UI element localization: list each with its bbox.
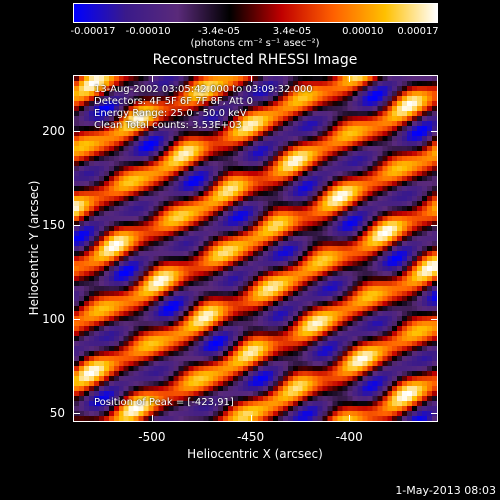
heatmap-image xyxy=(74,76,437,421)
y-tick-mark xyxy=(73,318,80,320)
y-tick-label: 200 xyxy=(42,124,65,139)
y-tick-mark xyxy=(73,412,80,414)
x-axis-label: Heliocentric X (arcsec) xyxy=(187,447,323,461)
x-tick-label: -400 xyxy=(335,430,363,444)
x-tick-mark xyxy=(250,415,252,422)
y-axis-label: Heliocentric Y (arcsec) xyxy=(27,180,41,316)
y-tick-label: 100 xyxy=(42,311,65,326)
colorbar xyxy=(73,3,438,23)
x-tick-mark xyxy=(250,75,252,82)
y-tick-label: 50 xyxy=(49,405,65,420)
x-tick-mark xyxy=(349,415,351,422)
y-tick-mark xyxy=(73,225,80,227)
y-tick-mark xyxy=(431,412,438,414)
x-tick-label: -500 xyxy=(138,430,166,444)
colorbar-unit: (photons cm⁻² s⁻¹ asec⁻²) xyxy=(190,38,320,49)
annotation-time: 13-Aug-2002 03:05:42.000 to 03:09:32.000 xyxy=(94,84,313,95)
colorbar-tick-label: -3.4e-05 xyxy=(198,26,240,37)
x-tick-label: -450 xyxy=(236,430,265,444)
colorbar-tick-label: 0.00017 xyxy=(397,26,439,37)
annotation-detectors: Detectors: 4F 5F 6F 7F 8F, Att 0 xyxy=(94,96,254,107)
plot-title: Reconstructed RHESSI Image xyxy=(152,52,358,68)
y-tick-mark xyxy=(431,131,438,133)
colorbar-tick-label: -0.00010 xyxy=(125,26,171,37)
annotation-peak: Position of Peak = [-423,91] xyxy=(94,397,234,408)
colorbar-tick-label: -0.00017 xyxy=(70,26,116,37)
y-tick-mark xyxy=(431,225,438,227)
timestamp-footer: 1-May-2013 08:03 xyxy=(395,484,496,497)
x-tick-mark xyxy=(349,75,351,82)
image-plot xyxy=(73,75,438,422)
colorbar-tick-label: 3.4e-05 xyxy=(272,26,312,37)
y-tick-mark xyxy=(431,318,438,320)
y-tick-mark xyxy=(73,131,80,133)
annotation-energy: Energy Range: 25.0 - 50.0 keV xyxy=(94,108,247,119)
x-tick-mark xyxy=(151,415,153,422)
y-tick-label: 150 xyxy=(42,218,65,233)
annotation-clean: Clean Total counts: 3.53E+03 xyxy=(94,120,242,131)
colorbar-tick-label: 0.00010 xyxy=(342,26,384,37)
x-tick-mark xyxy=(151,75,153,82)
